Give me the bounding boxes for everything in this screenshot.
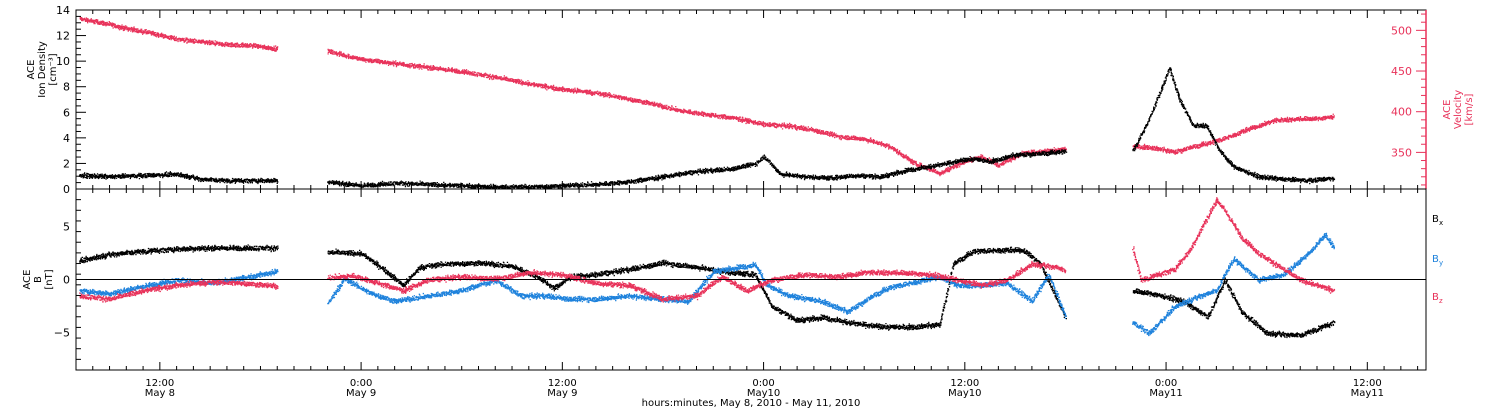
plasma-left-tick-label: 8 [63,81,70,94]
mag-by-segment [79,268,279,298]
plasma-right-tick-label: 450 [1391,65,1412,78]
plasma-left-tick-label: 0 [63,183,70,196]
plasma-left-axis-label: [cm⁻³] [48,53,59,85]
time-tick-label: 12:00 [145,378,174,389]
time-tick-label: 0:00 [1155,378,1177,389]
mag-left-tick-label: −5 [54,327,70,340]
date-tick-label: May 8 [145,388,175,399]
mag-bz-segment [79,278,279,303]
plasma-right-axis-label: ACE [1442,100,1453,120]
mag-bx-segment [79,244,279,264]
legend-subscript: z [1439,297,1443,305]
date-tick-label: May10 [747,388,780,399]
mag-left-axis-label: B [33,276,44,283]
time-tick-label: 12:00 [950,378,979,389]
date-tick-label: May10 [948,388,981,399]
legend-label: B [1432,292,1439,303]
mag-left-tick-label: 0 [63,274,70,287]
axes-layer [75,9,1427,371]
plasma-density-series [78,67,1336,190]
plasma-left-tick-label: 4 [63,132,70,145]
legend-subscript: y [1439,259,1443,267]
plasma-left-tick-label: 12 [56,30,70,43]
legend-label: B [1432,254,1439,265]
time-tick-label: 12:00 [548,378,577,389]
plasma-right-tick-label: 500 [1391,24,1412,37]
plasma-left-tick-label: 14 [56,4,70,17]
mag-bz-series [79,197,1336,303]
plasma-frame [75,9,1427,190]
mag-bx-segment [327,246,1067,331]
mag-bx-segment [1132,277,1336,339]
plasma-left-axis-label: Ion Density [37,41,48,98]
date-tick-label: May 9 [547,388,577,399]
mag-by-segment [1132,232,1335,337]
plasma-left-tick-label: 6 [63,106,70,119]
plasma-velocity-segment [327,48,1067,177]
plasma-right-axis-label: [km/s] [1464,93,1475,125]
mag-by-series [79,232,1335,337]
plasma-velocity-segment [1132,113,1335,155]
legend-subscript: x [1439,219,1443,227]
plasma-left-tick-label: 10 [56,55,70,68]
mag-by-segment [327,261,1067,319]
plasma-left-axis-label: ACE [26,60,37,80]
plasma-velocity-segment [79,16,279,52]
time-tick-label: 0:00 [350,378,372,389]
plasma-density-segment [1132,67,1336,185]
mag-bz-segment [1132,197,1336,294]
plasma-left-tick-label: 2 [63,157,70,170]
data-layer [78,16,1336,339]
plasma-velocity-series [79,16,1335,177]
date-tick-label: May 9 [346,388,376,399]
time-tick-label: 12:00 [1353,378,1382,389]
mag-bz-segment [327,260,1067,303]
time-axis-title: hours:minutes, May 8, 2010 - May 11, 201… [642,398,861,409]
legend-label: B [1432,214,1439,225]
plasma-density-segment [327,149,1068,190]
plasma-right-tick-label: 350 [1391,146,1412,159]
mag-left-tick-label: 5 [63,220,70,233]
plasma-right-tick-label: 400 [1391,106,1412,119]
time-tick-label: 0:00 [752,378,774,389]
plasma-right-axis-label: Velocity [1453,90,1464,129]
date-tick-label: May11 [1149,388,1182,399]
mag-bx-series [79,244,1336,339]
mag-left-axis-label: ACE [22,270,33,290]
mag-left-axis-label: [nT] [44,269,55,289]
plasma-density-segment [78,171,279,185]
date-tick-label: May11 [1351,388,1384,399]
